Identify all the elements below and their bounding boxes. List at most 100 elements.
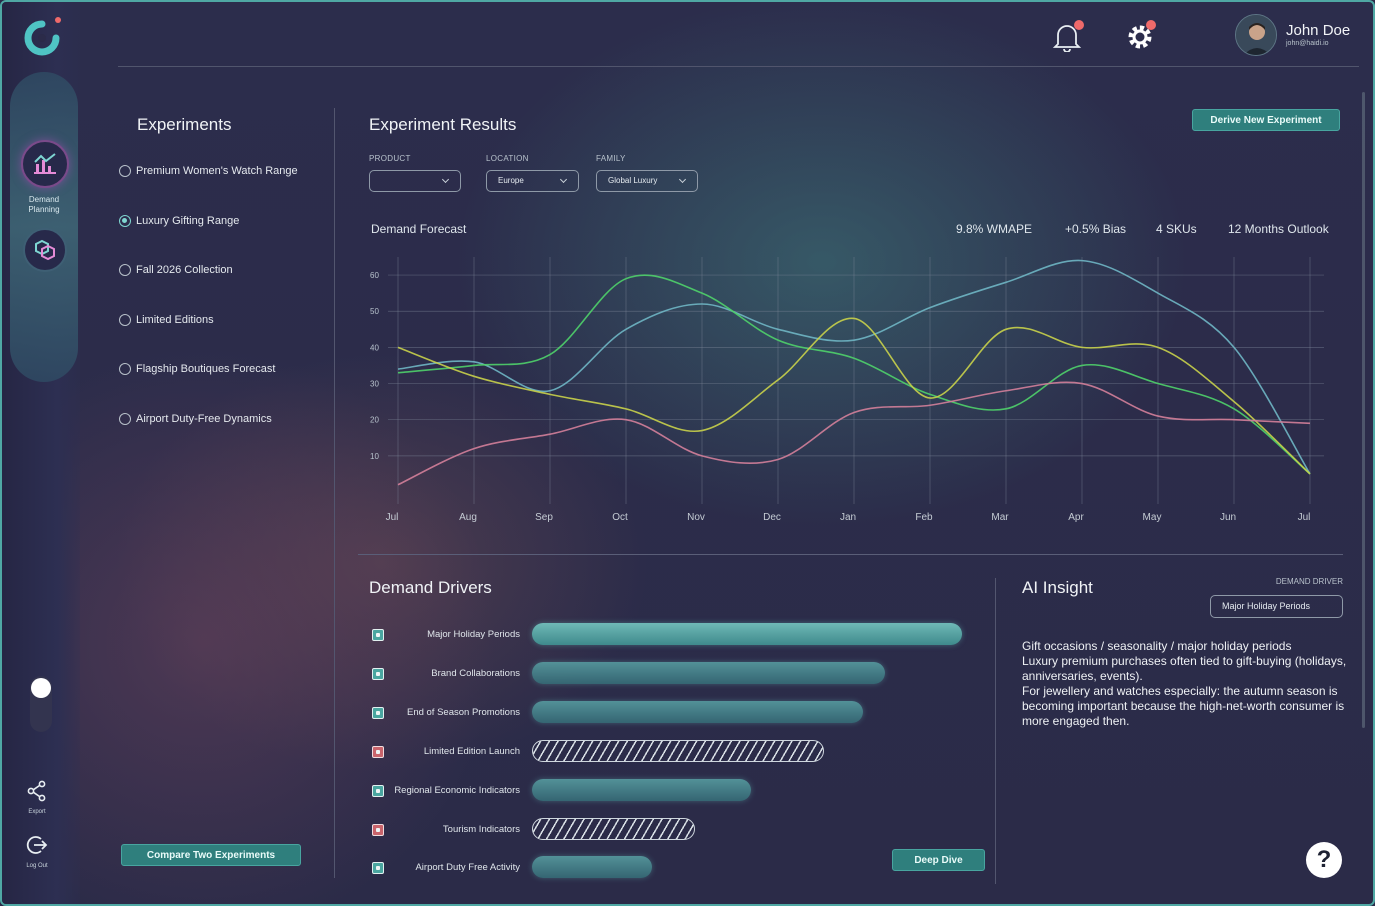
experiment-item[interactable]: Flagship Boutiques Forecast (119, 361, 275, 377)
x-tick-label: Mar (991, 512, 1009, 523)
product-select[interactable] (369, 170, 461, 192)
notifications-button[interactable] (1052, 20, 1084, 53)
radio-button[interactable] (119, 412, 131, 425)
x-tick-label: Jul (386, 512, 399, 523)
driver-impact-bar[interactable] (532, 778, 752, 801)
y-tick-label: 40 (370, 343, 379, 352)
experiment-label: Limited Editions (136, 313, 214, 326)
experiment-item[interactable]: Airport Duty-Free Dynamics (119, 411, 272, 427)
derive-experiment-button[interactable]: Derive New Experiment (1192, 109, 1340, 131)
driver-label: Airport Duty Free Activity (415, 862, 520, 874)
radio-button[interactable] (119, 165, 131, 177)
driver-label: Major Holiday Periods (427, 629, 520, 640)
experiment-item[interactable]: Premium Women's Watch Range (119, 163, 298, 179)
user-name: John Doe (1286, 22, 1351, 39)
series-line-1 (397, 259, 1311, 475)
help-button[interactable]: ? (1306, 842, 1342, 878)
x-tick-label: Dec (763, 512, 781, 523)
bias-metric: +0.5% Bias (1065, 222, 1127, 236)
results-title: Experiment Results (369, 115, 517, 134)
x-tick-label: Apr (1068, 512, 1084, 523)
forecast-title: Demand Forecast (371, 222, 467, 236)
experiment-item[interactable]: Fall 2026 Collection (119, 262, 233, 278)
family-filter-label: FAMILY (596, 154, 626, 163)
driver-row: Brand Collaborations (372, 662, 520, 686)
logout-button[interactable]: Log Out (22, 834, 52, 869)
experiment-label: Airport Duty-Free Dynamics (136, 412, 272, 425)
chart-icon (34, 153, 56, 174)
driver-row: Limited Edition Launch (372, 740, 520, 764)
y-tick-label: 20 (370, 416, 379, 425)
driver-label: Brand Collaborations (431, 667, 520, 679)
app-logo-icon[interactable] (20, 16, 64, 60)
location-select[interactable]: Europe (486, 170, 579, 192)
y-tick-label: 30 (370, 380, 379, 389)
scrollbar[interactable] (1362, 92, 1365, 728)
avatar[interactable] (1235, 14, 1277, 56)
x-tick-label: Jun (1220, 512, 1236, 523)
settings-button[interactable] (1124, 20, 1156, 52)
driver-label: Limited Edition Launch (423, 745, 520, 757)
theme-toggle[interactable] (30, 676, 52, 732)
gear-icon (1128, 25, 1152, 49)
export-label: Export (28, 809, 46, 815)
y-tick-label: 60 (370, 271, 379, 280)
driver-impact-bar[interactable] (532, 700, 864, 723)
x-tick-label: Jul (1298, 512, 1311, 523)
driver-checkbox-checked[interactable] (372, 629, 384, 641)
experiment-label: Premium Women's Watch Range (136, 165, 298, 177)
radio-button[interactable] (119, 214, 131, 227)
bell-icon (1052, 25, 1082, 53)
location-select-value: Europe (498, 176, 524, 185)
driver-checkbox-checked[interactable] (372, 667, 384, 680)
insight-divider (995, 578, 996, 884)
driver-row: Airport Duty Free Activity (372, 856, 520, 880)
driver-impact-bar[interactable] (532, 623, 962, 645)
driver-label: Tourism Indicators (442, 823, 520, 835)
x-tick-label: Aug (459, 512, 477, 523)
demand-driver-select[interactable]: Major Holiday Periods (1210, 595, 1343, 618)
hexagon-link-icon (35, 239, 55, 261)
chevron-down-icon (678, 175, 687, 184)
compare-experiments-button[interactable]: Compare Two Experiments (121, 844, 301, 866)
family-select[interactable]: Global Luxury (596, 170, 698, 192)
driver-row: Regional Economic Indicators (372, 779, 520, 803)
series-line-2 (397, 274, 1311, 475)
demand-driver-label: DEMAND DRIVER (1275, 577, 1343, 586)
driver-checkbox-checked[interactable] (372, 862, 384, 875)
location-filter-label: LOCATION (486, 154, 529, 163)
header-divider (118, 66, 1359, 67)
skus-metric: 4 SKUs (1156, 222, 1197, 236)
y-tick-label: 50 (370, 307, 379, 316)
x-tick-label: Sep (535, 512, 553, 523)
deep-dive-button[interactable]: Deep Dive (892, 849, 985, 871)
driver-row: Major Holiday Periods (372, 623, 520, 647)
driver-impact-bar[interactable] (532, 856, 653, 879)
chevron-down-icon (559, 175, 568, 184)
section-divider (358, 554, 1343, 555)
demand-planning-nav-button[interactable] (21, 140, 69, 188)
x-tick-label: Feb (915, 512, 933, 523)
user-email: john@haidi.io (1286, 40, 1329, 47)
driver-label: Regional Economic Indicators (394, 784, 520, 796)
driver-checkbox-unchecked[interactable] (372, 823, 384, 836)
driver-impact-bar[interactable] (532, 739, 825, 762)
radio-button[interactable] (119, 313, 131, 326)
left-nav-rail: Demand Planning Export Log Ou (2, 2, 80, 904)
driver-impact-bar[interactable] (532, 817, 696, 840)
driver-checkbox-checked[interactable] (372, 784, 384, 797)
driver-checkbox-unchecked[interactable] (372, 745, 384, 758)
driver-checkbox-checked[interactable] (372, 706, 384, 719)
radio-button[interactable] (119, 363, 131, 375)
driver-impact-bar[interactable] (532, 661, 885, 684)
user-avatar-icon (1236, 15, 1276, 55)
radio-button[interactable] (119, 264, 131, 276)
experiment-item[interactable]: Limited Editions (119, 312, 214, 328)
experiment-item[interactable]: Luxury Gifting Range (119, 213, 239, 229)
integrations-nav-button[interactable] (23, 228, 67, 272)
driver-row: End of Season Promotions (372, 701, 520, 725)
export-button[interactable]: Export (22, 780, 52, 815)
driver-label: End of Season Promotions (406, 706, 520, 718)
chevron-down-icon (441, 175, 450, 184)
